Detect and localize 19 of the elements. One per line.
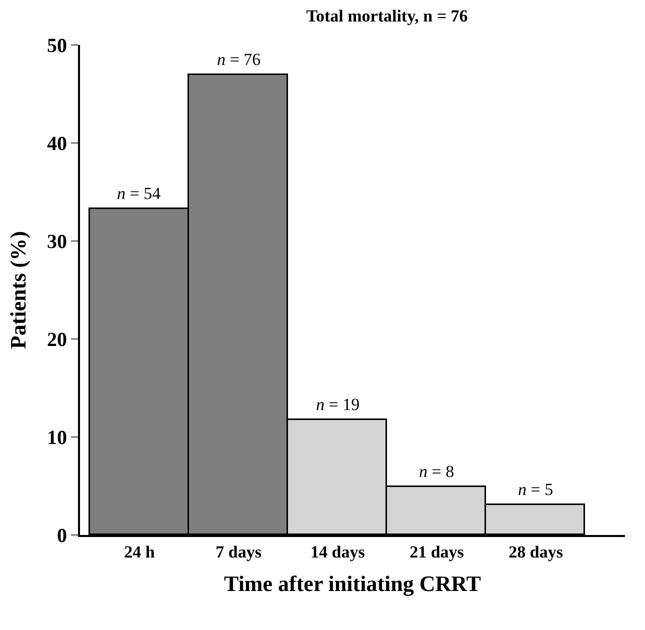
y-tick-label: 10 [47, 427, 67, 449]
annotation: n = 54 [117, 184, 162, 203]
annotation: n = 8 [419, 462, 454, 481]
annotation: n = 76 [217, 50, 261, 69]
x-tick-label: 28 days [508, 542, 564, 562]
y-tick-label: 20 [47, 329, 67, 351]
y-tick-label: 30 [47, 231, 67, 253]
x-tick-label: 7 days [216, 542, 262, 562]
x-axis-title: Time after initiating CRRT [224, 570, 482, 596]
annotation: n = 5 [518, 480, 554, 499]
annotation: n = 19 [316, 395, 360, 414]
x-tick-label: 14 days [310, 542, 366, 562]
y-tick-label: 50 [47, 35, 67, 57]
y-axis-title: Patients (%) [5, 231, 30, 349]
y-tick-label: 0 [57, 525, 67, 547]
x-tick-label: 24 h [124, 542, 156, 562]
x-tick-label: 21 days [410, 542, 464, 562]
chart-title: Total mortality, n = 76 [306, 6, 468, 26]
y-tick-label: 40 [47, 133, 67, 155]
